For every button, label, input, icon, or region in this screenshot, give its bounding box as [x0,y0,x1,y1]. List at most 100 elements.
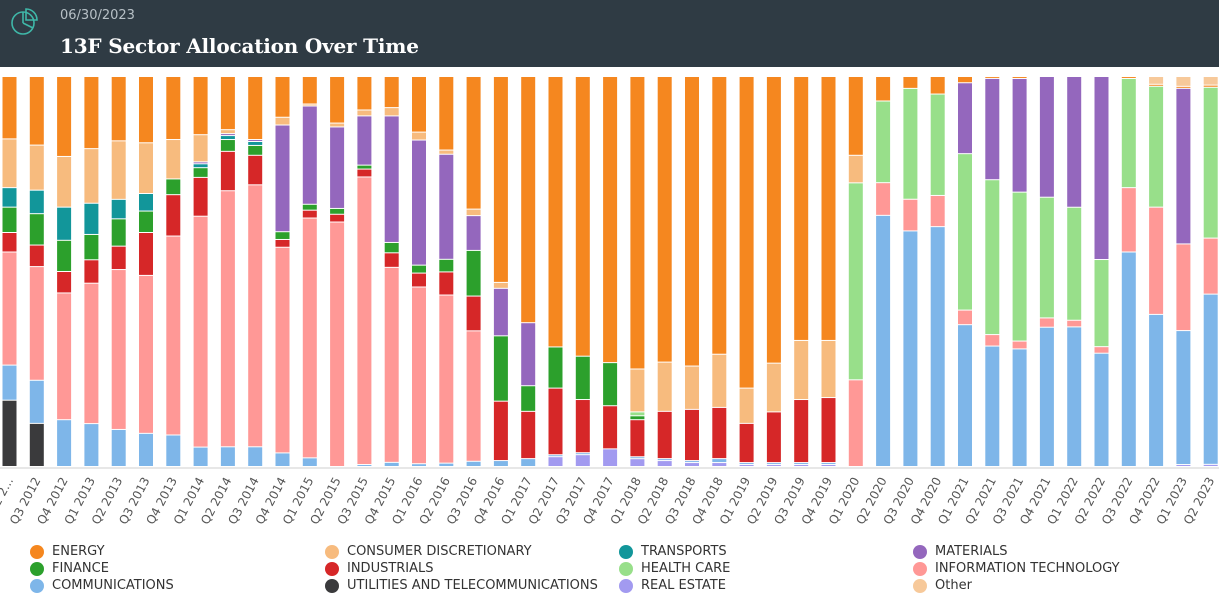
bar-segment[interactable] [985,180,1000,335]
bar-segment[interactable] [248,185,263,447]
bar-segment[interactable] [57,240,72,271]
bar-segment[interactable] [166,236,181,435]
legend-item[interactable]: MATERIALS [913,544,1008,559]
bar-segment[interactable] [412,287,426,464]
bar-segment[interactable] [930,77,945,94]
bar-segment[interactable] [766,463,781,465]
bar-segment[interactable] [357,116,372,165]
bar-segment[interactable] [357,177,372,465]
bar-segment[interactable] [685,463,699,466]
legend-item[interactable]: HEALTH CARE [619,561,730,576]
bar-segment[interactable] [1039,77,1054,197]
bar-segment[interactable] [248,447,263,466]
bar-segment[interactable] [466,216,481,250]
bar-segment[interactable] [1039,197,1054,318]
bar-segment[interactable] [193,216,208,447]
bar-segment[interactable] [248,155,263,185]
legend-item[interactable]: CONSUMER DISCRETIONARY [325,544,532,559]
bar-segment[interactable] [521,386,536,411]
bar-segment[interactable] [958,310,972,325]
bar-segment[interactable] [139,194,153,211]
bar-segment[interactable] [29,214,44,245]
bar-segment[interactable] [794,463,809,465]
bar-segment[interactable] [876,215,891,466]
bar-segment[interactable] [1203,238,1218,294]
bar-segment[interactable] [685,77,699,366]
bar-segment[interactable] [1012,77,1027,78]
bar-segment[interactable] [302,458,317,466]
bar-segment[interactable] [330,208,345,214]
bar-segment[interactable] [548,455,563,457]
bar-segment[interactable] [548,347,563,388]
bar-segment[interactable] [630,457,645,459]
bar-segment[interactable] [1094,260,1109,347]
bar-segment[interactable] [220,447,235,466]
bar-segment[interactable] [930,195,945,227]
bar-segment[interactable] [1121,188,1136,252]
bar-segment[interactable] [794,465,809,466]
bar-segment[interactable] [412,140,426,265]
bar-segment[interactable] [1203,77,1218,85]
bar-segment[interactable] [903,88,918,199]
bar-segment[interactable] [220,77,235,130]
bar-segment[interactable] [84,234,99,260]
bar-segment[interactable] [985,77,1000,78]
bar-segment[interactable] [958,83,972,154]
bar-segment[interactable] [712,77,727,354]
bar-segment[interactable] [1039,327,1054,466]
bar-segment[interactable] [548,77,563,347]
bar-segment[interactable] [357,465,372,466]
bar-segment[interactable] [685,409,699,461]
legend-item[interactable]: Other [913,578,972,593]
bar-segment[interactable] [1012,192,1027,341]
bar-segment[interactable] [275,453,290,466]
bar-segment[interactable] [657,411,672,459]
bar-segment[interactable] [985,346,1000,466]
bar-segment[interactable] [958,154,972,310]
bar-segment[interactable] [985,335,1000,346]
legend-item[interactable]: FINANCE [30,561,109,576]
bar-segment[interactable] [1176,86,1191,88]
bar-segment[interactable] [2,139,17,188]
bar-segment[interactable] [166,77,181,140]
bar-segment[interactable] [84,424,99,466]
bar-segment[interactable] [439,150,454,154]
bar-segment[interactable] [2,365,17,400]
bar-segment[interactable] [412,265,426,273]
bar-segment[interactable] [439,259,454,272]
bar-segment[interactable] [275,232,290,239]
bar-segment[interactable] [739,77,754,388]
bar-segment[interactable] [193,447,208,466]
bar-segment[interactable] [766,363,781,412]
bar-segment[interactable] [193,164,208,168]
legend-item[interactable]: UTILITIES AND TELECOMMUNICATIONS [325,578,598,593]
bar-segment[interactable] [166,179,181,195]
bar-segment[interactable] [357,110,372,116]
bar-segment[interactable] [84,203,99,234]
bar-segment[interactable] [357,169,372,177]
bar-segment[interactable] [1121,252,1136,467]
legend-item[interactable]: INFORMATION TECHNOLOGY [913,561,1120,576]
bar-segment[interactable] [248,140,263,141]
bar-segment[interactable] [1067,77,1082,207]
bar-segment[interactable] [876,77,891,101]
bar-segment[interactable] [1176,88,1191,244]
bar-segment[interactable] [29,145,44,190]
bar-segment[interactable] [193,168,208,177]
bar-segment[interactable] [630,77,645,369]
legend-item[interactable]: INDUSTRIALS [325,561,434,576]
bar-segment[interactable] [575,356,590,400]
bar-segment[interactable] [766,412,781,463]
bar-segment[interactable] [57,156,72,207]
bar-segment[interactable] [2,400,17,466]
bar-segment[interactable] [1149,84,1164,86]
bar-segment[interactable] [712,463,727,466]
bar-segment[interactable] [630,412,645,416]
bar-segment[interactable] [603,406,618,449]
bar-segment[interactable] [302,77,317,104]
bar-segment[interactable] [2,77,17,139]
bar-segment[interactable] [1203,85,1218,87]
bar-segment[interactable] [29,423,44,466]
bar-segment[interactable] [357,165,372,169]
bar-segment[interactable] [84,260,99,283]
